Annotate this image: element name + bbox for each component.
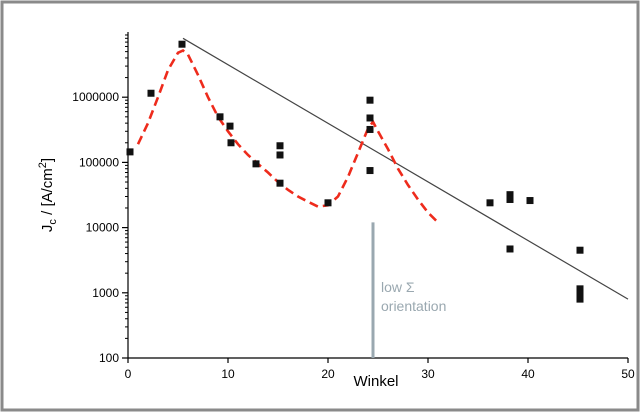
data-point (576, 285, 584, 293)
y-minor-ticks (125, 34, 128, 339)
data-point (526, 197, 534, 205)
x-tick-label: 30 (421, 367, 435, 381)
data-point (227, 139, 235, 147)
data-point (506, 195, 514, 203)
data-points (126, 40, 584, 303)
data-point (366, 114, 374, 122)
data-point (366, 167, 374, 175)
y-axis-title-rest: / [A/cm (39, 168, 56, 219)
y-ticks: 100 1000 10000 100000 1000000 (72, 90, 128, 365)
annotation-line-1: low Σ (381, 279, 415, 295)
annotation-line-2: orientation (381, 298, 446, 314)
x-tick-label: 40 (521, 367, 535, 381)
y-axis-title-sub: c (47, 219, 59, 225)
data-point (366, 96, 374, 104)
data-point (276, 179, 284, 187)
x-tick-label: 10 (221, 367, 235, 381)
data-point (576, 290, 584, 298)
y-tick-label: 1000000 (72, 90, 119, 104)
y-tick-label: 100000 (79, 155, 119, 169)
y-tick-label: 10000 (86, 221, 120, 235)
data-point (178, 40, 186, 48)
data-point (576, 295, 584, 303)
x-ticks: 0 10 20 30 40 50 (125, 358, 635, 381)
data-point (252, 160, 260, 168)
fit-curve (136, 48, 439, 224)
y-tick-label: 1000 (92, 286, 119, 300)
data-point (324, 199, 332, 207)
data-point (276, 142, 284, 150)
data-point (366, 125, 374, 133)
x-tick-label: 20 (321, 367, 335, 381)
data-point (147, 89, 155, 97)
data-point (226, 122, 234, 130)
y-tick-label: 100 (99, 351, 119, 365)
trend-line (182, 37, 629, 300)
data-point (216, 113, 224, 121)
x-tick-label: 0 (125, 367, 132, 381)
data-point (576, 246, 584, 254)
x-axis-title: Winkel (353, 373, 398, 390)
data-point (506, 245, 514, 253)
data-point (506, 191, 514, 199)
data-point (486, 199, 494, 207)
data-point (126, 148, 134, 156)
y-axis-title-sup: 2 (37, 162, 49, 168)
y-axis-title-main: J (39, 225, 56, 233)
y-axis-title-end: ] (39, 158, 56, 162)
x-tick-label: 50 (621, 367, 635, 381)
data-point (276, 151, 284, 159)
y-axis-title: Jc / [A/cm2] (37, 158, 59, 232)
